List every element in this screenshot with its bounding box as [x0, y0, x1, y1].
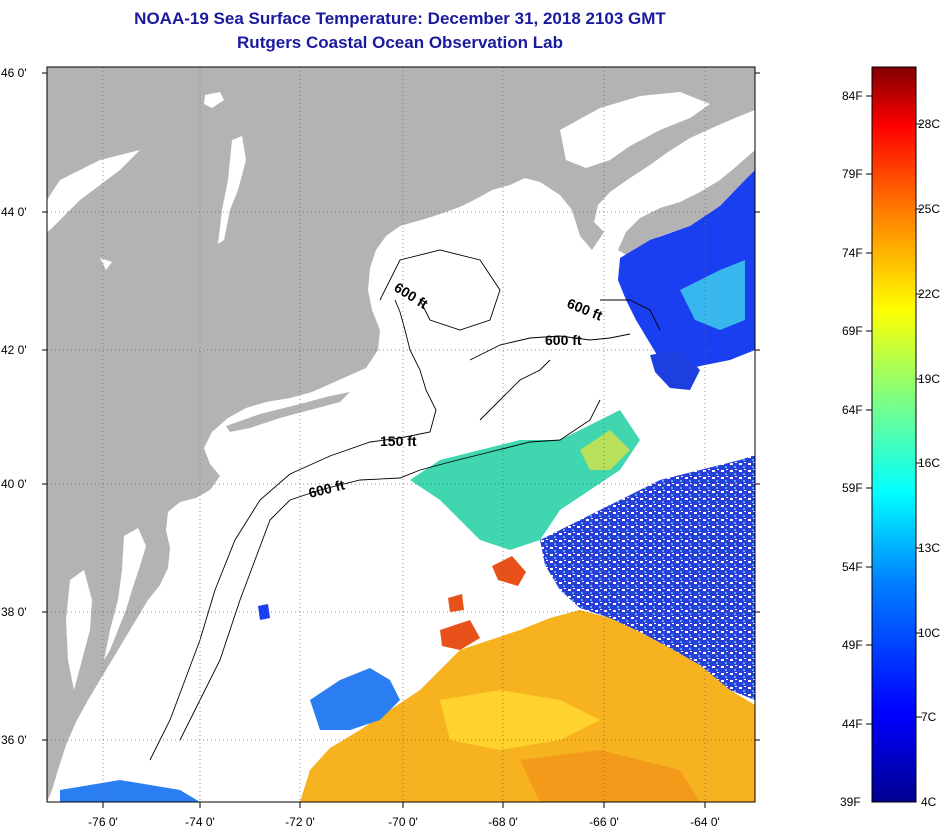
lake: [218, 136, 246, 244]
sst-cool-bottom-left: [60, 780, 200, 802]
colorbar-label-f: 54F: [842, 560, 863, 574]
sst-warm-patch: [520, 750, 700, 802]
lon-label: -66 0': [589, 815, 619, 829]
colorbar-label-c: 10C: [918, 626, 940, 640]
contour-label: 600 ft: [545, 332, 582, 348]
colorbar-label-f: 49F: [842, 638, 863, 652]
sst-hot-patch: [440, 620, 480, 650]
sst-hot-patch: [492, 556, 526, 586]
colorbar-label-f: 59F: [842, 481, 863, 495]
lake: [100, 258, 112, 270]
sst-warm-patch: [440, 690, 600, 750]
contour-label: 150 ft: [380, 433, 417, 449]
colorbar-label-c: 22C: [918, 287, 940, 301]
lake: [204, 92, 224, 108]
lon-label: -74 0': [185, 815, 215, 829]
colorbar: [871, 66, 917, 803]
sst-shelf-break: [580, 430, 630, 470]
lat-label: 38 0': [1, 605, 27, 619]
gulf-of-maine: [560, 92, 710, 168]
land-nova-scotia: [618, 150, 755, 256]
map-area: 600 ft 600 ft 600 ft 150 ft 600 ft: [47, 67, 755, 802]
contour-georges-bank: [479, 359, 551, 421]
sst-shelf-break: [410, 410, 640, 550]
map-frame: [46, 66, 756, 803]
colorbar-label-f: 79F: [842, 167, 863, 181]
lon-label: -76 0': [88, 815, 118, 829]
colorbar-label-c: 25C: [918, 202, 940, 216]
axis-ticks: [42, 72, 760, 808]
colorbar-label-c: 13C: [918, 541, 940, 555]
bay: [104, 528, 146, 660]
colorbar-label-f: 39F: [840, 795, 861, 809]
colorbar-label-c: 7C: [921, 710, 937, 724]
lon-label: -64 0': [690, 815, 720, 829]
lat-label: 46 0': [1, 66, 27, 80]
sst-cool-patch: [650, 350, 700, 390]
lake: [47, 150, 140, 232]
lat-label: 40 0': [1, 477, 27, 491]
contour-600ft-northeast-channel: [469, 333, 631, 361]
contour-600ft-gulf-of-maine: [379, 249, 501, 331]
sst-cool-speckle: [540, 455, 755, 700]
land-long-island: [226, 392, 350, 432]
colorbar-ticks: [866, 95, 922, 725]
colorbar-label-f: 69F: [842, 324, 863, 338]
colorbar-label-c: 4C: [921, 795, 937, 809]
contour-600ft-southern: [179, 399, 601, 741]
map-title: NOAA-19 Sea Surface Temperature: Decembe…: [134, 9, 666, 28]
sst-hot-patch: [448, 594, 464, 612]
colorbar-label-f: 64F: [842, 403, 863, 417]
contour-gulf-shelf: [600, 299, 661, 331]
lon-label: -70 0': [388, 815, 418, 829]
colorbar-c-labels: 28C 25C 22C 19C 16C 13C 10C 7C 4C: [918, 117, 940, 809]
colorbar-label-f: 44F: [842, 717, 863, 731]
colorbar-label-c: 28C: [918, 117, 940, 131]
colorbar-label-c: 19C: [918, 372, 940, 386]
lon-label: -72 0': [285, 815, 315, 829]
graticule: [47, 67, 755, 802]
colorbar-label-c: 16C: [918, 456, 940, 470]
lat-label: 44 0': [1, 205, 27, 219]
sst-cool-coastal-left: [310, 668, 400, 730]
land-us-coast: [47, 67, 755, 802]
colorbar-label-f: 74F: [842, 246, 863, 260]
sst-cool-nova-scotia: [680, 260, 745, 330]
map-subtitle: Rutgers Coastal Ocean Observation Lab: [237, 33, 563, 52]
lat-label: 36 0': [1, 733, 27, 747]
colorbar-label-f: 84F: [842, 89, 863, 103]
lon-label: -68 0': [488, 815, 518, 829]
bay: [66, 570, 92, 690]
colorbar-f-labels: 84F 79F 74F 69F 64F 59F 54F 49F 44F 39F: [840, 89, 863, 809]
lat-label: 42 0': [1, 343, 27, 357]
